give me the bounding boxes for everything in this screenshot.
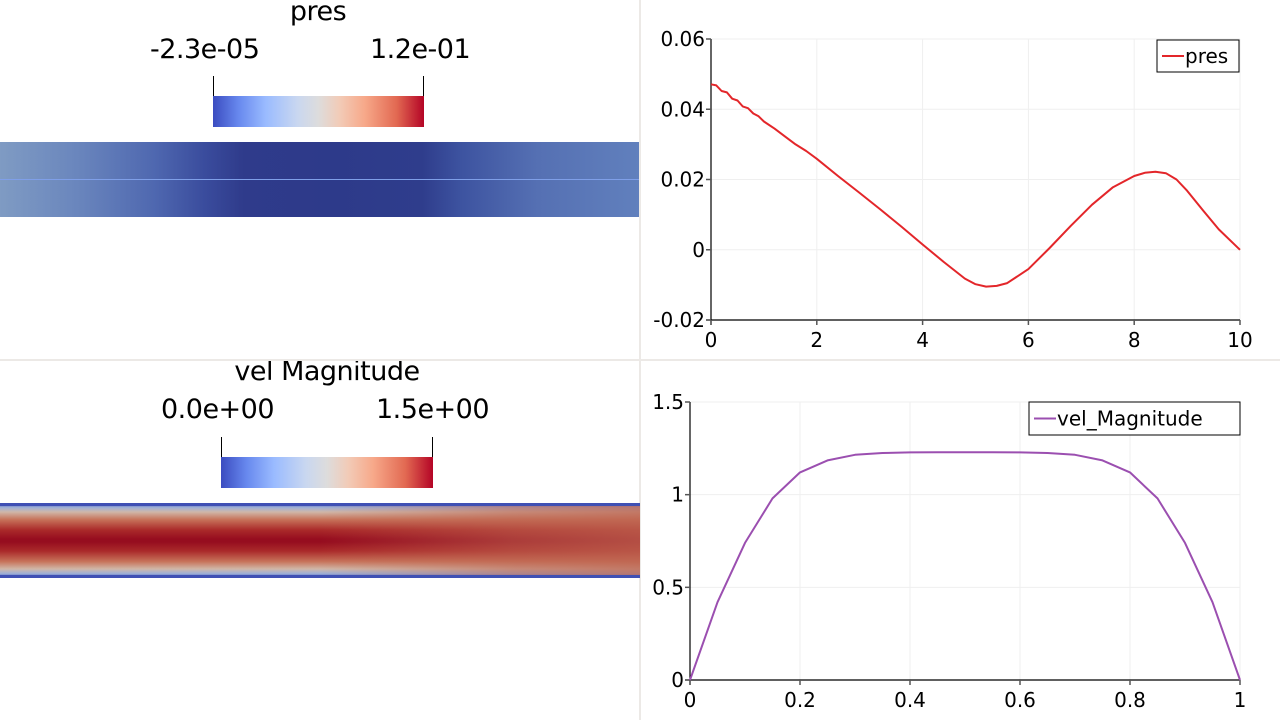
vel-colorbar-title: vel Magnitude [234,361,420,387]
pres-x-tick-label: 6 [1022,328,1035,352]
pres-x-tick-label: 2 [810,328,823,352]
velocity-field-domain[interactable] [0,503,640,578]
pres-x-tick-label: 4 [916,328,929,352]
velocity-field-top-wall [0,503,640,506]
vel-magnitude-line-chart: 0 0.2 0.4 0.6 0.8 1 0 0.5 1 1.5 vel_Magnitude [652,390,1247,712]
horizontal-view-separator[interactable] [0,359,1280,361]
vel-colorbar [221,457,433,488]
pres-y-tick-label: 0.06 [660,27,705,51]
velocity-field-bottom-wall [0,575,640,578]
velocity-field-downstream-fade [0,503,640,578]
pres-series-line[interactable] [710,83,1241,288]
pres-colorbar [213,96,424,127]
pres-colorbar-min-label: -2.3e-05 [150,34,260,65]
vel-y-tick-label: 1 [671,483,684,507]
vel-colorbar-min-tick [221,437,222,457]
vel-y-tick-label: 0.5 [652,575,684,599]
vel-x-tick-label: 0.4 [894,688,926,712]
vel-colorbar-min-label: 0.0e+00 [161,394,275,425]
vel-colorbar-max-tick [432,437,433,457]
pres-legend-label: pres [1185,44,1228,68]
line-chart-view-velocity[interactable]: 0 0.2 0.4 0.6 0.8 1 0 0.5 1 1.5 vel_Magnitude [641,361,1280,720]
pres-y-tick-label: 0.02 [660,168,705,192]
pres-x-tick-label: 10 [1227,328,1252,352]
vel-y-tick-label: 0 [671,668,684,692]
pres-field-midline [0,179,639,180]
vel-x-tick-label: 0.8 [1114,688,1146,712]
pres-colorbar-title: pres [289,0,347,27]
vel-x-tick-label: 0.6 [1004,688,1036,712]
pres-x-tick-label: 8 [1128,328,1141,352]
vel-legend-label: vel_Magnitude [1057,407,1203,431]
render-view-pressure[interactable]: pres -2.3e-05 1.2e-01 [0,0,639,359]
vel-y-tick-label: 1.5 [652,390,684,414]
vel-colorbar-max-label: 1.5e+00 [376,394,490,425]
pres-y-tick-label: 0 [692,238,705,262]
pres-colorbar-max-label: 1.2e-01 [370,34,471,65]
vel-series-line[interactable] [689,451,1241,681]
vel-legend-box [1028,401,1241,436]
vel-x-tick-label: 0 [684,688,697,712]
pres-y-tick-label: -0.02 [653,308,705,332]
pres-y-tick-label: 0.04 [660,97,705,121]
vel-x-tick-label: 0.2 [784,688,816,712]
pres-x-tick-label: 0 [705,328,718,352]
pres-colorbar-min-tick [213,76,214,96]
line-chart-view-pres[interactable]: 0 2 4 6 8 10 -0.02 0 0.02 0.04 0.06 pres [641,0,1280,359]
vel-x-tick-label: 1 [1234,688,1247,712]
pres-field-domain[interactable] [0,142,639,217]
pres-colorbar-max-tick [423,76,424,96]
